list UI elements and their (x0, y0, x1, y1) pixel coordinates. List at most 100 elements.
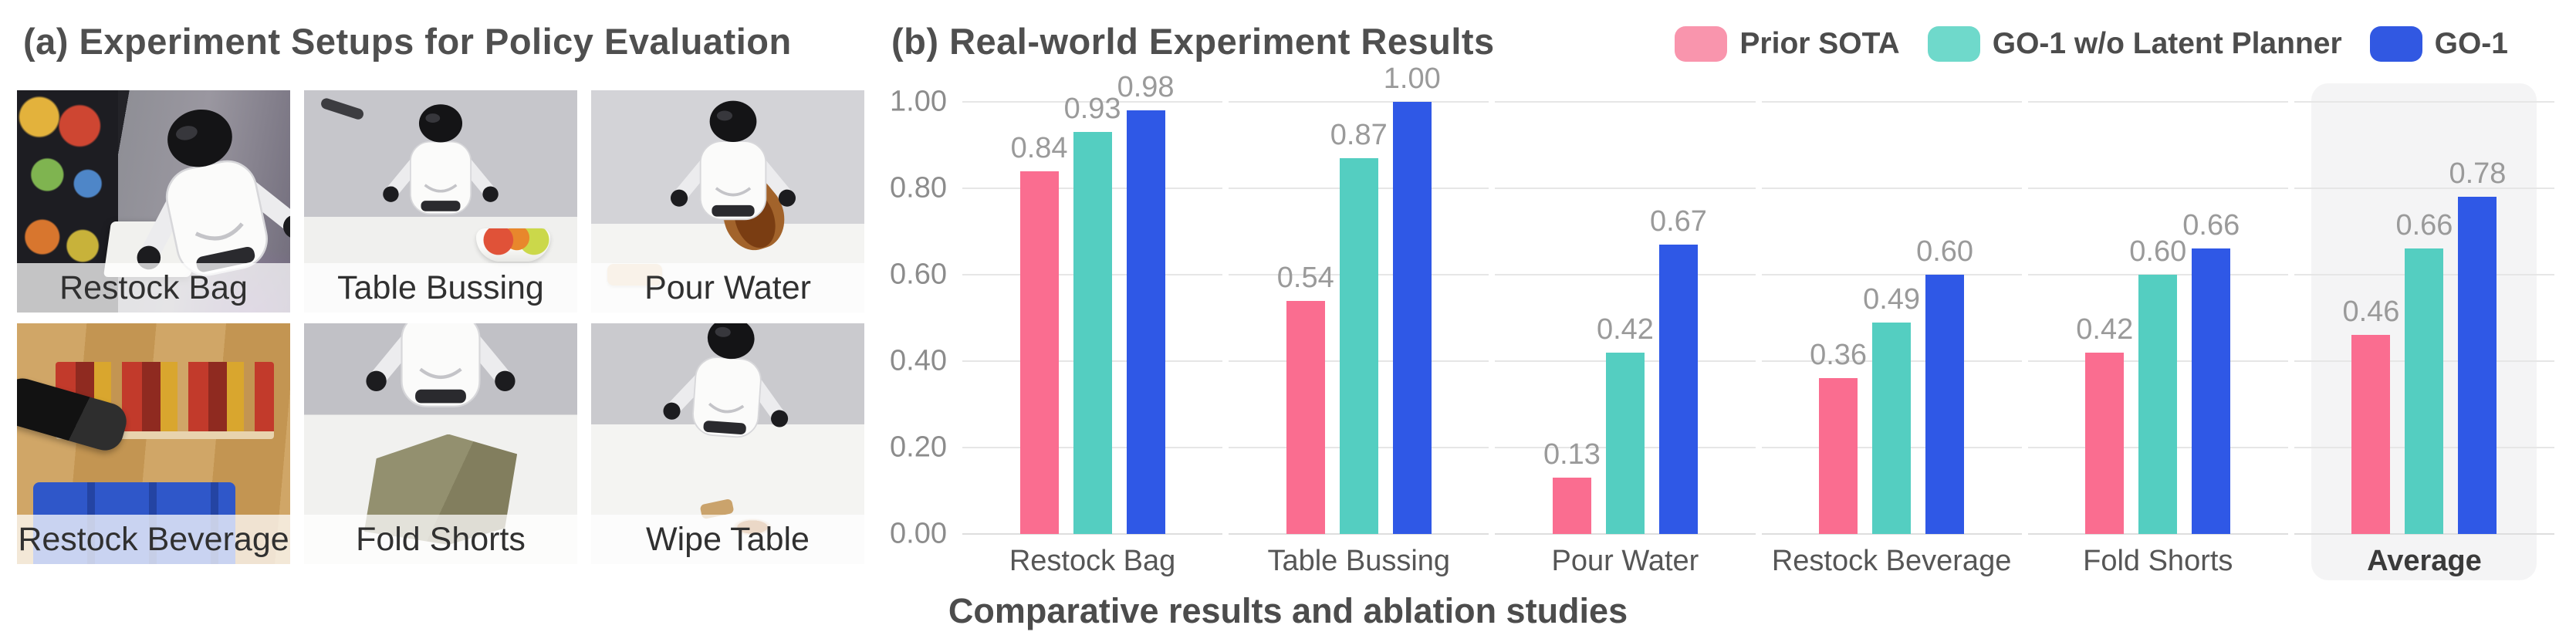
bar-group: 0.84 0.93 0.98 (962, 71, 1222, 534)
category-label: Restock Beverage (1771, 545, 2012, 577)
photo-label: Pour Water (591, 263, 864, 313)
facet-restock-beverage: 0.36 0.49 0.60 Restock Beverage (1761, 101, 2022, 577)
category-label: Pour Water (1551, 545, 1699, 577)
robot-illustration (383, 104, 499, 215)
gridline (2027, 533, 2288, 535)
scene-prop (319, 96, 365, 122)
gridline (2294, 101, 2555, 103)
bar-go-1 (1658, 245, 1698, 534)
bar-group: 0.13 0.42 0.67 (1495, 102, 1755, 534)
bar-group: 0.42 0.60 0.66 (2028, 102, 2288, 534)
bar-wrap: 0.49 (1863, 283, 1920, 534)
gridline (1495, 533, 1756, 535)
y-tick-label: 0.60 (890, 258, 947, 291)
bar-value-label: 0.60 (1916, 235, 1974, 268)
photo-pour-water: Pour Water (591, 90, 864, 313)
bar-wrap: 0.42 (1597, 313, 1654, 534)
bar-value-label: 0.87 (1330, 119, 1388, 151)
robot-illustration (671, 100, 796, 220)
bar-wrap: 0.13 (1543, 438, 1601, 534)
photo-wipe-table: Wipe Table (591, 323, 864, 564)
bar-value-label: 0.42 (2076, 313, 2134, 346)
bar-chart: 0.00 0.20 0.40 0.60 0.80 1.00 0.84 0.93 0.98 Res… (890, 63, 2555, 580)
bar-go-1 (2192, 248, 2231, 534)
gridline (1495, 101, 1756, 103)
gridline (1761, 188, 2022, 189)
bar-value-label: 0.84 (1010, 132, 1068, 164)
gridline (962, 533, 1223, 535)
bar-wrap: 1.00 (1384, 63, 1441, 534)
category-label: Restock Bag (1009, 545, 1176, 577)
gridline (2027, 101, 2288, 103)
gridline (2027, 188, 2288, 189)
gridline (1229, 101, 1489, 103)
gridline (1761, 533, 2022, 535)
scene-restock-bag (17, 90, 290, 313)
bar-value-label: 0.36 (1810, 339, 1868, 371)
gridline (1229, 533, 1489, 535)
bar-go-1 (1925, 275, 1965, 534)
bar-go-1-w-o-latent-planner (2405, 248, 2444, 534)
robot-illustration (366, 323, 516, 407)
photo-label: Restock Bag (17, 263, 290, 313)
bar-value-label: 0.67 (1649, 205, 1707, 238)
bar-wrap: 0.36 (1810, 339, 1867, 534)
bar-value-label: 0.98 (1117, 71, 1175, 103)
experiment-results-panel: (b) Real-world Experiment Results Prior … (890, 0, 2555, 642)
bar-go-1-w-o-latent-planner (1339, 158, 1378, 534)
legend-item-go-1: GO-1 (2369, 26, 2508, 62)
bar-wrap: 0.66 (2395, 209, 2453, 534)
gridline (1495, 188, 1756, 189)
bar-go-1 (1126, 110, 1165, 534)
bar-value-label: 0.78 (2449, 157, 2507, 190)
bar-wrap: 0.98 (1117, 71, 1175, 534)
bar-wrap: 0.66 (2182, 209, 2240, 534)
y-tick-label: 0.00 (890, 517, 947, 550)
gridline (2294, 533, 2555, 535)
legend-swatch (2369, 26, 2422, 62)
panel-b-title: (b) Real-world Experiment Results (891, 21, 1495, 62)
bar-wrap: 0.93 (1064, 93, 1121, 534)
facet-table-bussing: 0.54 0.87 1.00 Table Bussing (1229, 63, 1489, 577)
bar-wrap: 0.46 (2342, 296, 2399, 534)
bar-wrap: 0.87 (1330, 119, 1388, 534)
gridline (1761, 274, 2022, 275)
bar-value-label: 0.46 (2342, 296, 2400, 328)
bar-go-1-w-o-latent-planner (1872, 323, 1912, 534)
gridline (2294, 188, 2555, 189)
bar-wrap: 0.78 (2449, 157, 2506, 534)
chart-caption: Comparative results and ablation studies (948, 591, 1628, 630)
bar-value-label: 0.54 (1276, 262, 1334, 294)
bar-group: 0.36 0.49 0.60 (1762, 102, 2022, 534)
bar-prior-sota (1819, 378, 1858, 534)
legend-swatch (1927, 26, 1980, 62)
bar-go-1 (2458, 197, 2497, 534)
bar-value-label: 0.60 (2129, 235, 2187, 268)
y-tick-label: 0.40 (890, 344, 947, 377)
experiment-photo-grid: Restock Bag Table Bussing Pour Water Rest… (17, 90, 864, 564)
plot-area: 0.84 0.93 0.98 Restock Bag 0.54 0.87 1.00 Table… (962, 63, 2555, 580)
bar-value-label: 1.00 (1383, 63, 1441, 95)
legend-label: Prior SOTA (1739, 27, 1900, 60)
bar-value-label: 0.66 (2182, 209, 2240, 242)
bar-wrap: 0.42 (2076, 313, 2133, 534)
bar-value-label: 0.42 (1596, 313, 1654, 346)
photo-restock-bag: Restock Bag (17, 90, 290, 313)
bar-wrap: 0.60 (2129, 235, 2186, 534)
bar-go-1-w-o-latent-planner (2138, 275, 2178, 534)
scene-prop (476, 228, 550, 262)
chart-legend: Prior SOTA GO-1 w/o Latent Planner GO-1 (1675, 26, 2508, 62)
robot-illustration (663, 323, 789, 438)
bar-prior-sota (1552, 478, 1591, 534)
bar-go-1-w-o-latent-planner (1605, 353, 1645, 534)
photo-label: Table Bussing (304, 263, 577, 313)
bar-wrap: 0.84 (1011, 132, 1068, 534)
robot-illustration (137, 110, 290, 276)
facet-pour-water: 0.13 0.42 0.67 Pour Water (1495, 101, 1756, 577)
bar-prior-sota (1286, 301, 1325, 534)
facet-restock-bag: 0.84 0.93 0.98 Restock Bag (962, 71, 1223, 577)
legend-item-go-1-w-o-latent-planner: GO-1 w/o Latent Planner (1927, 26, 2342, 62)
bar-value-label: 0.66 (2395, 209, 2453, 242)
legend-swatch (1675, 26, 1728, 62)
gridline (1761, 101, 2022, 103)
